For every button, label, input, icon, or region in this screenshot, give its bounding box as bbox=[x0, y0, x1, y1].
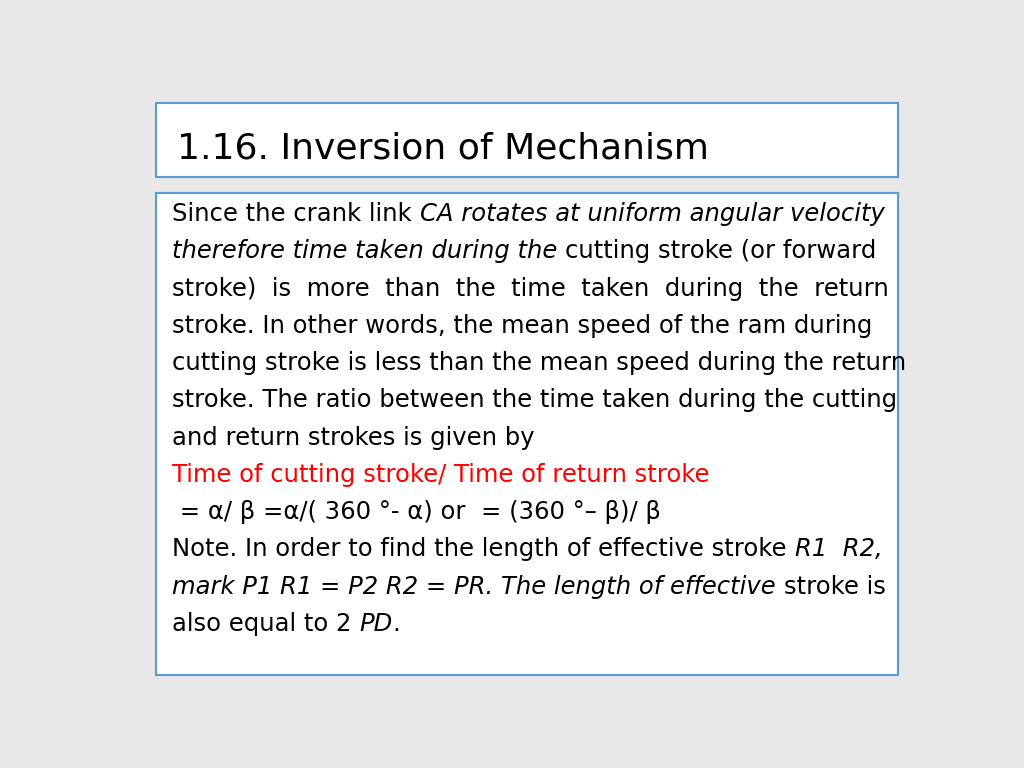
Text: cutting stroke (or forward: cutting stroke (or forward bbox=[565, 240, 877, 263]
Text: stroke. The ratio between the time taken during the cutting: stroke. The ratio between the time taken… bbox=[172, 389, 898, 412]
Text: therefore time taken during the: therefore time taken during the bbox=[172, 240, 565, 263]
Text: cutting stroke is less than the mean speed during the return: cutting stroke is less than the mean spe… bbox=[172, 351, 906, 375]
FancyBboxPatch shape bbox=[156, 193, 898, 674]
Text: stroke)  is  more  than  the  time  taken  during  the  return: stroke) is more than the time taken duri… bbox=[172, 276, 889, 300]
Text: stroke. In other words, the mean speed of the ram during: stroke. In other words, the mean speed o… bbox=[172, 314, 872, 338]
Text: and return strokes is given by: and return strokes is given by bbox=[172, 425, 536, 449]
Text: Since the crank link: Since the crank link bbox=[172, 202, 420, 226]
FancyBboxPatch shape bbox=[156, 103, 898, 177]
Text: .: . bbox=[393, 612, 400, 636]
Text: CA rotates at uniform angular velocity: CA rotates at uniform angular velocity bbox=[420, 202, 885, 226]
Text: = α/ β =α/( 360 °- α) or  = (360 °– β)/ β: = α/ β =α/( 360 °- α) or = (360 °– β)/ β bbox=[172, 500, 662, 524]
Text: Time of cutting stroke/ Time of return stroke: Time of cutting stroke/ Time of return s… bbox=[172, 463, 710, 487]
Text: PD: PD bbox=[359, 612, 393, 636]
Text: Note. In order to find the length of effective stroke: Note. In order to find the length of eff… bbox=[172, 538, 795, 561]
Text: stroke is: stroke is bbox=[783, 574, 886, 598]
Text: mark P1 R1 = P2 R2 = PR. The length of effective: mark P1 R1 = P2 R2 = PR. The length of e… bbox=[172, 574, 783, 598]
Text: also equal to 2: also equal to 2 bbox=[172, 612, 359, 636]
Text: R1  R2,: R1 R2, bbox=[795, 538, 883, 561]
Text: 1.16. Inversion of Mechanism: 1.16. Inversion of Mechanism bbox=[177, 131, 710, 165]
